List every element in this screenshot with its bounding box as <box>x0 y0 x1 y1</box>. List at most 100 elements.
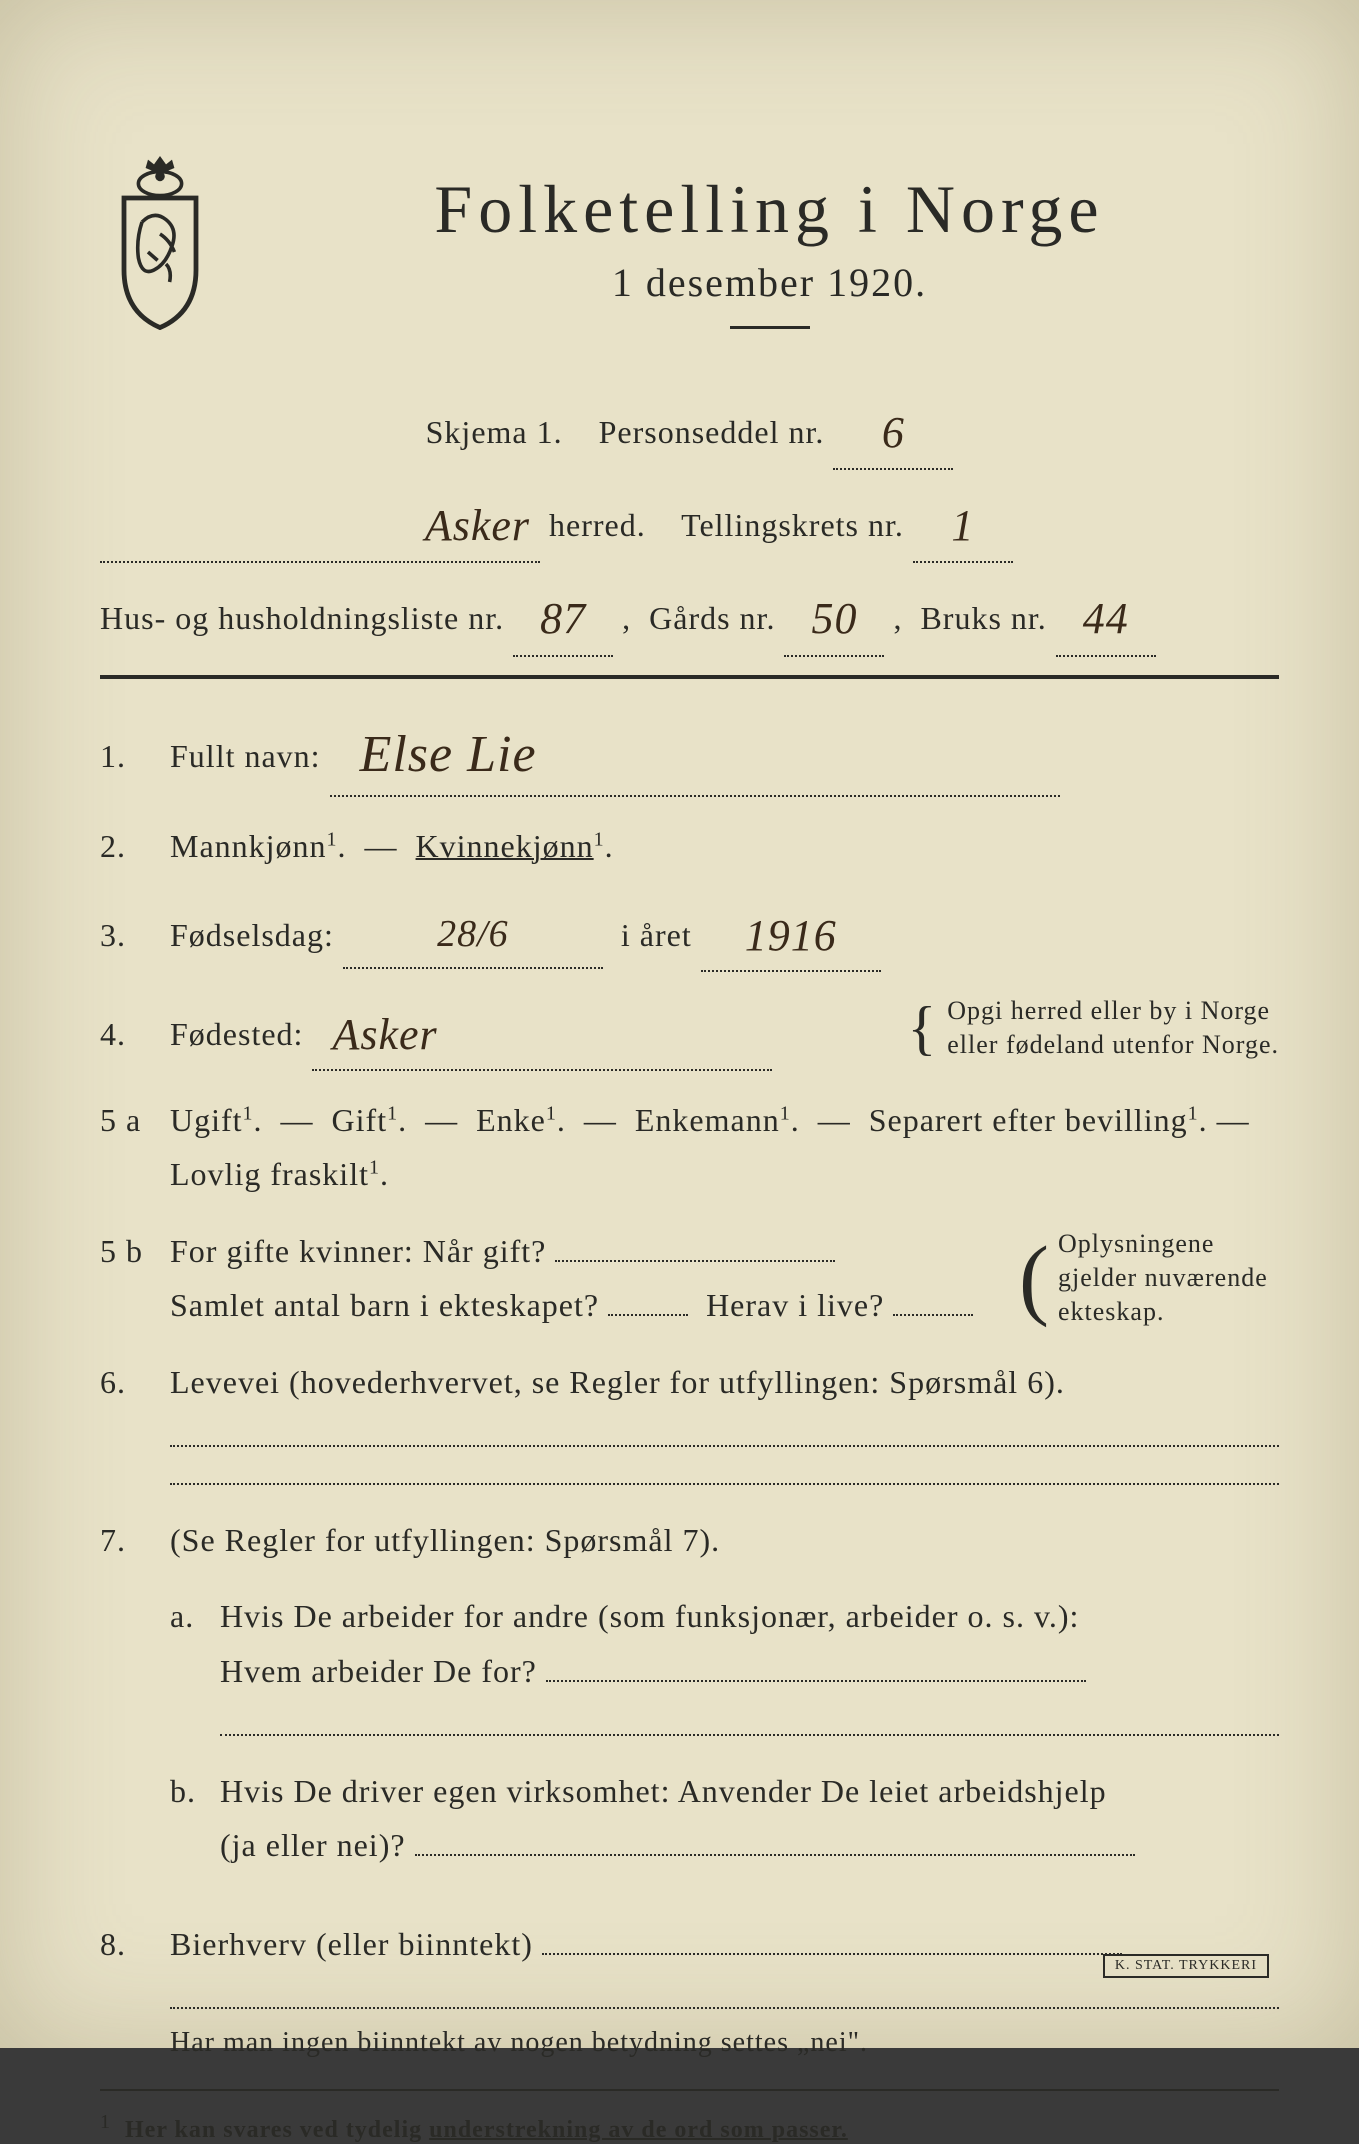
q8-label: Bierhverv (eller biinntekt) <box>170 1926 533 1962</box>
q5a-opt3: Enkemann <box>635 1102 780 1138</box>
gards-field: 50 <box>784 575 884 656</box>
husliste-value: 87 <box>540 594 586 643</box>
printer-stamp: K. STAT. TRYKKERI <box>1103 1954 1269 1978</box>
q5a-body: Ugift1. — Gift1. — Enke1. — Enkemann1. —… <box>170 1093 1279 1202</box>
tellingskrets-value: 1 <box>951 501 974 550</box>
divider-thick <box>100 675 1279 679</box>
personseddel-label: Personseddel nr. <box>599 414 825 450</box>
gards-value: 50 <box>811 594 857 643</box>
q7-num: 7. <box>100 1513 170 1567</box>
q3-num: 3. <box>100 908 170 962</box>
q7a-field <box>546 1680 1086 1682</box>
skjema-label: Skjema 1. <box>426 414 563 450</box>
q4-field: Asker <box>312 994 772 1071</box>
q5b-body: For gifte kvinner: Når gift? Samlet anta… <box>170 1224 1279 1333</box>
q5a-opt1: Gift <box>332 1102 388 1138</box>
footnote-text-b: understrekning av de ord som passer. <box>429 2117 848 2143</box>
husliste-field: 87 <box>513 575 613 656</box>
q1-body: Fullt navn: Else Lie <box>170 707 1279 797</box>
q1-field: Else Lie <box>330 707 1060 797</box>
q2-sup2: 1 <box>594 828 605 850</box>
q6-row: 6. Levevei (hovederhvervet, se Regler fo… <box>100 1355 1279 1491</box>
title-divider <box>730 326 810 329</box>
q5b-line2b: Herav i live? <box>706 1287 884 1323</box>
q7a-row: a. Hvis De arbeider for andre (som funks… <box>170 1589 1279 1742</box>
q8-note: Har man ingen biinntekt av nogen betydni… <box>170 2019 1279 2067</box>
q6-num: 6. <box>100 1355 170 1409</box>
divider-thin <box>100 2089 1279 2091</box>
q5b-line2a: Samlet antal barn i ekteskapet? <box>170 1287 599 1323</box>
footnote-marker: 1 <box>100 2111 111 2133</box>
q5b-line1: For gifte kvinner: Når gift? <box>170 1233 546 1269</box>
bruks-value: 44 <box>1083 594 1129 643</box>
personseddel-field: 6 <box>833 389 953 470</box>
q7a-body: Hvis De arbeider for andre (som funksjon… <box>220 1589 1279 1742</box>
q5b-barn-field <box>608 1314 688 1316</box>
q6-field-1 <box>170 1415 1279 1447</box>
q6-label: Levevei (hovederhvervet, se Regler for u… <box>170 1364 1065 1400</box>
husliste-label: Hus- og husholdningsliste nr. <box>100 600 504 636</box>
meta-skjema-line: Skjema 1. Personseddel nr. 6 <box>100 389 1279 470</box>
q4-note: { Opgi herred eller by i Norge eller fød… <box>907 994 1279 1062</box>
title-block: Folketelling i Norge 1 desember 1920. <box>260 170 1279 359</box>
brace-icon: { <box>907 1013 937 1043</box>
q5b-note2: gjelder nuværende <box>1058 1263 1268 1292</box>
bruks-field: 44 <box>1056 575 1156 656</box>
q7b-line1: Hvis De driver egen virksomhet: Anvender… <box>220 1773 1107 1809</box>
header: Folketelling i Norge 1 desember 1920. <box>100 170 1279 359</box>
q4-num: 4. <box>100 1007 170 1061</box>
q5b-note3: ekteskap. <box>1058 1297 1164 1326</box>
q3-label: Fødselsdag: <box>170 917 334 953</box>
q3-year-field: 1916 <box>701 895 881 972</box>
q4-body: Fødested: Asker { Opgi herred eller by i… <box>170 994 1279 1071</box>
q1-row: 1. Fullt navn: Else Lie <box>100 707 1279 797</box>
gards-label: Gårds nr. <box>649 600 775 636</box>
q3-year-label: i året <box>621 917 692 953</box>
q2-num: 2. <box>100 819 170 873</box>
q4-label: Fødested: <box>170 1016 303 1052</box>
q7-body: (Se Regler for utfyllingen: Spørsmål 7).… <box>170 1513 1279 1895</box>
census-form-page: Folketelling i Norge 1 desember 1920. Sk… <box>0 0 1359 2048</box>
q7-intro: (Se Regler for utfyllingen: Spørsmål 7). <box>170 1522 720 1558</box>
questions: 1. Fullt navn: Else Lie 2. Mannkjønn1. —… <box>100 707 1279 2067</box>
personseddel-value: 6 <box>882 408 905 457</box>
q7b-row: b. Hvis De driver egen virksomhet: Anven… <box>170 1764 1279 1873</box>
herred-field: Asker <box>100 482 540 563</box>
q1-label: Fullt navn: <box>170 738 321 774</box>
q7b-line2: (ja eller nei)? <box>220 1827 406 1863</box>
q5a-opt4: Separert efter bevilling <box>869 1102 1188 1138</box>
q3-row: 3. Fødselsdag: 28/6 i året 1916 <box>100 895 1279 972</box>
q4-value: Asker <box>332 1010 437 1059</box>
q1-num: 1. <box>100 729 170 783</box>
q5a-opt2: Enke <box>476 1102 546 1138</box>
q7-row: 7. (Se Regler for utfyllingen: Spørsmål … <box>100 1513 1279 1895</box>
q2-sup1: 1 <box>327 828 338 850</box>
q7a-num: a. <box>170 1589 220 1643</box>
q5b-live-field <box>893 1314 973 1316</box>
q2-mann: Mannkjønn <box>170 828 327 864</box>
q7a-field-2 <box>220 1704 1279 1736</box>
brace-icon: ( <box>1019 1238 1050 1319</box>
q6-field-2 <box>170 1453 1279 1485</box>
q5b-note: ( Oplysningene gjelder nuværende ekteska… <box>1019 1224 1279 1333</box>
tellingskrets-label: Tellingskrets nr. <box>681 507 904 543</box>
q5b-row: 5 b For gifte kvinner: Når gift? Samlet … <box>100 1224 1279 1333</box>
coat-of-arms-icon <box>100 150 220 330</box>
q4-row: 4. Fødested: Asker { Opgi herred eller b… <box>100 994 1279 1071</box>
q7b-body: Hvis De driver egen virksomhet: Anvender… <box>220 1764 1279 1873</box>
q3-day-field: 28/6 <box>343 902 603 969</box>
q4-note-line2: eller fødeland utenfor Norge. <box>947 1030 1279 1059</box>
q5a-opt5: Lovlig fraskilt <box>170 1156 369 1192</box>
q8-body: Bierhverv (eller biinntekt) Har man inge… <box>170 1917 1279 2067</box>
q8-field <box>542 1953 1122 1955</box>
bruks-label: Bruks nr. <box>920 600 1046 636</box>
meta-husliste-line: Hus- og husholdningsliste nr. 87 , Gårds… <box>100 575 1279 656</box>
q5b-note1: Oplysningene <box>1058 1229 1214 1258</box>
q7a-line2: Hvem arbeider De for? <box>220 1653 537 1689</box>
q3-year-value: 1916 <box>745 911 837 960</box>
q7b-field <box>415 1854 1135 1856</box>
q3-day-value: 28/6 <box>437 913 509 955</box>
footnote: 1 Her kan svares ved tydelig understrekn… <box>100 2111 1279 2144</box>
q4-note-line1: Opgi herred eller by i Norge <box>947 996 1270 1025</box>
q2-row: 2. Mannkjønn1. — Kvinnekjønn1. <box>100 819 1279 873</box>
